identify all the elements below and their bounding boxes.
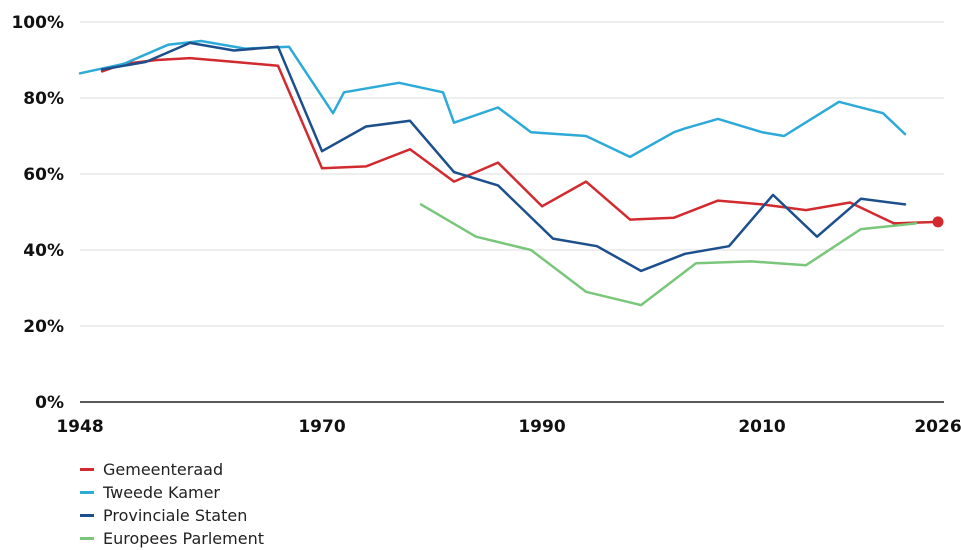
y-tick-labels: 0% 20% 40% 60% 80% 100% xyxy=(11,13,64,413)
legend-item-europees-parlement: Europees Parlement xyxy=(80,527,264,550)
legend-label: Gemeenteraad xyxy=(103,460,224,479)
legend-swatch xyxy=(80,468,94,471)
y-tick-label: 100% xyxy=(11,13,64,33)
x-tick-label: 1948 xyxy=(56,417,103,437)
gridlines xyxy=(80,21,944,327)
end-point-marker xyxy=(932,216,944,228)
series-line-provinciale-staten xyxy=(100,41,907,273)
legend-label: Provinciale Staten xyxy=(103,506,248,525)
x-tick-label: 2010 xyxy=(738,417,785,437)
x-tick-label: 2026 xyxy=(914,417,961,437)
legend-label: Tweede Kamer xyxy=(103,483,221,502)
legend-swatch xyxy=(80,514,94,517)
x-tick-label: 1970 xyxy=(298,417,345,437)
legend-item-tweede-kamer: Tweede Kamer xyxy=(80,481,264,504)
series-line-tweede-kamer xyxy=(78,39,907,159)
y-tick-label: 60% xyxy=(23,165,64,185)
y-tick-label: 40% xyxy=(23,241,64,261)
y-tick-label: 0% xyxy=(35,393,64,413)
x-tick-label: 1990 xyxy=(518,417,565,437)
legend-label: Europees Parlement xyxy=(103,529,264,548)
legend: Gemeenteraad Tweede Kamer Provinciale St… xyxy=(80,458,264,550)
legend-item-provinciale-staten: Provinciale Staten xyxy=(80,504,264,527)
y-tick-label: 20% xyxy=(23,317,64,337)
y-tick-label: 80% xyxy=(23,89,64,109)
series-line-europees-parlement xyxy=(419,203,918,307)
x-tick-labels: 1948 1970 1990 2010 2026 xyxy=(56,417,961,437)
legend-item-gemeenteraad: Gemeenteraad xyxy=(80,458,264,481)
legend-swatch xyxy=(80,491,94,494)
series-lines xyxy=(78,39,944,307)
legend-swatch xyxy=(80,537,94,540)
series-line-gemeenteraad xyxy=(100,56,940,225)
